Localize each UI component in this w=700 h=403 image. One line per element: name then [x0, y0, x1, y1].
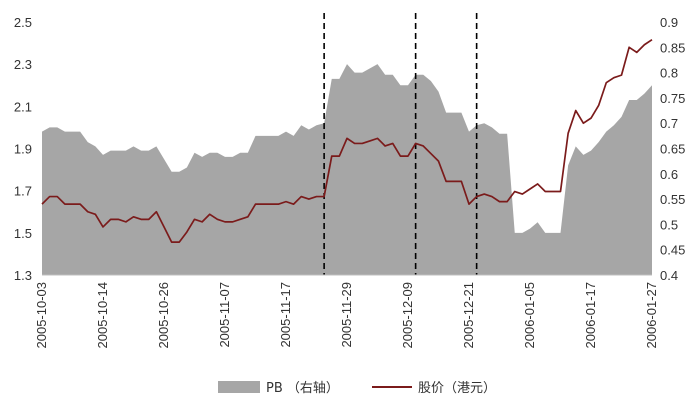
right-tick-label: 0.55	[660, 192, 685, 207]
x-tick-label: 2005-10-26	[156, 282, 171, 349]
x-tick-label: 2006-01-17	[583, 282, 598, 349]
price-line	[41, 39, 653, 243]
legend-label-price: 股价（港元）	[418, 381, 496, 396]
right-tick-label: 0.4	[660, 268, 678, 283]
pb-area-layer	[42, 64, 652, 275]
legend-swatch-pb	[218, 381, 260, 393]
right-tick-label: 0.45	[660, 243, 685, 258]
x-tick-label: 2005-12-09	[400, 282, 415, 349]
right-tick-label: 0.75	[660, 91, 685, 106]
left-tick-label: 1.9	[14, 142, 32, 157]
right-tick-label: 0.9	[660, 15, 678, 30]
right-tick-label: 0.85	[660, 40, 685, 55]
left-tick-label: 1.7	[14, 184, 32, 199]
x-axis: 2005-10-03 2005-10-14 2005-10-26 2005-11-07…	[34, 274, 659, 349]
left-tick-label: 2.1	[14, 99, 32, 114]
price-line-layer	[41, 39, 653, 243]
left-tick-label: 1.3	[14, 268, 32, 283]
x-tick-label: 2005-12-21	[461, 282, 476, 349]
right-tick-label: 0.6	[660, 167, 678, 182]
x-tick-label: 2006-01-27	[644, 282, 659, 349]
left-tick-label: 2.5	[14, 15, 32, 30]
pb-area	[42, 64, 652, 275]
left-tick-label: 1.5	[14, 226, 32, 241]
right-tick-label: 0.8	[660, 66, 678, 81]
x-tick-label: 2005-11-17	[278, 282, 293, 348]
x-tick-label: 2005-10-03	[34, 282, 49, 349]
x-tick-label: 2005-11-07	[217, 282, 232, 348]
right-tick-label: 0.7	[660, 116, 678, 131]
legend: PB （右轴） 股价（港元）	[218, 381, 496, 396]
x-tick-label: 2006-01-05	[522, 282, 537, 349]
left-tick-label: 2.3	[14, 57, 32, 72]
legend-label-pb: PB （右轴）	[266, 381, 339, 396]
x-tick-label: 2005-11-29	[339, 282, 354, 348]
left-axis: 1.3 1.5 1.7 1.9 2.1 2.3 2.5	[14, 15, 32, 283]
right-axis: 0.4 0.45 0.5 0.55 0.6 0.65 0.7 0.75 0.8 0.85 0.9	[660, 15, 685, 283]
right-tick-label: 0.5	[660, 217, 678, 232]
right-tick-label: 0.65	[660, 142, 685, 157]
x-tick-label: 2005-10-14	[95, 282, 110, 349]
